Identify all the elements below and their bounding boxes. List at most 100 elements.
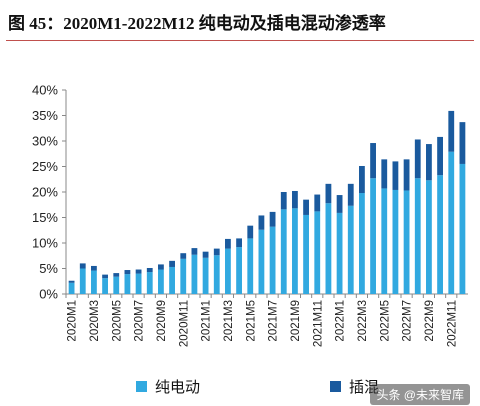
bar-segment-phev [202,251,209,258]
bar-segment-phev [191,248,198,255]
bar-segment-bev [202,257,209,294]
bar-segment-phev [180,253,187,259]
y-tick-label: 10% [32,236,58,251]
bar-segment-phev [79,263,86,269]
bar-segment-bev [280,209,287,294]
chart-title: 图 45：2020M1-2022M12 纯电动及插电混动渗透率 [8,14,386,33]
bar-segment-phev [347,183,354,206]
bar-segment-bev [336,212,343,294]
bar-segment-phev [403,159,410,191]
x-tick-label: 2020M7 [134,300,146,342]
bar-segment-bev [102,278,108,294]
bar-segment-phev [258,215,265,230]
bar-segment-phev [169,260,175,267]
bar-segment-phev [213,248,220,256]
bar-segment-bev [113,276,120,294]
bar-segment-bev [314,211,321,294]
bar-segment-phev [426,144,432,181]
y-tick-label: 20% [32,185,58,200]
bar-segment-bev [124,274,131,294]
y-tick-label: 35% [32,108,58,123]
chart-header: 图 45：2020M1-2022M12 纯电动及插电混动渗透率 [0,0,480,41]
stacked-bar-chart: 0% 5% 10% 15% 20% 25% 30% 35% 40% 2020M1 2020M3 202… [32,83,468,347]
x-tick-label: 2022M9 [424,300,436,342]
bar-segment-bev [135,273,142,294]
x-tick-label: 2021M9 [290,300,302,342]
title-divider [6,40,474,41]
bar-segment-phev [113,273,120,277]
legend-item-bev: 纯电动 [136,376,200,397]
bar-segment-phev [325,183,332,204]
bar-segment-bev [91,270,97,294]
bar-segment-bev [79,268,86,294]
x-tick-label: 2022M3 [357,300,369,342]
bar-segment-phev [303,199,309,215]
x-tick-label: 2022M11 [446,300,458,347]
bar-segment-phev [336,195,343,213]
bar-segment-bev [370,178,376,294]
bar-segment-bev [403,190,410,294]
bar-segment-bev [392,189,399,294]
legend-swatch-bev [136,381,147,392]
bar-segment-phev [68,280,75,283]
bar-segment-bev [437,175,443,294]
bar-segment-bev [303,214,309,294]
x-tick-label: 2022M7 [402,300,414,342]
bar-segment-phev [225,238,231,249]
bar-segment-bev [359,193,365,294]
bar-segment-bev [180,258,187,294]
bar-segment-phev [269,211,276,227]
bar-segment-bev [459,163,466,294]
y-tick-label: 30% [32,134,58,149]
bar-segment-phev [381,159,388,189]
bar-segment-bev [414,178,421,294]
x-tick-label: 2020M1 [67,300,79,342]
bar-segment-phev [280,192,287,210]
bar-segment-bev [269,226,276,294]
x-tick-label: 2020M5 [111,300,123,342]
bar-segment-bev [426,180,432,294]
bar-segment-phev [124,270,131,275]
legend-label-bev: 纯电动 [155,379,201,396]
x-tick-label: 2020M3 [89,300,101,342]
bar-segment-bev [191,254,198,294]
x-tick-label: 2020M11 [178,300,190,347]
bar-segment-phev [448,110,455,152]
watermark: 头条 @未来智库 [370,384,470,405]
bar-segment-bev [258,229,265,294]
bar-segment-phev [392,161,399,190]
y-tick-label: 40% [32,83,58,98]
x-tick-label: 2021M7 [268,300,280,342]
bar-segment-phev [370,143,376,179]
bar-segment-bev [247,238,254,294]
y-tick-label: 5% [39,261,58,276]
bar-segment-bev [213,255,220,294]
bar-segment-phev [158,264,164,270]
bar-segment-phev [91,265,97,271]
bar-segment-phev [247,225,254,239]
bar-segment-bev [169,266,175,294]
x-tick-label: 2020M9 [156,300,168,342]
bar-segment-bev [158,269,164,294]
y-tick-label: 15% [32,210,58,225]
bar-segment-phev [292,190,298,209]
bar-segment-bev [325,203,332,294]
y-tick-label: 25% [32,159,58,174]
bar-segment-phev [459,122,466,164]
x-tick-label: 2021M3 [223,300,235,342]
y-tick-label: 0% [39,287,58,302]
bar-segment-bev [448,151,455,294]
bar-segment-bev [381,188,388,294]
bar-segment-bev [68,282,75,294]
x-tick-label: 2022M1 [335,300,347,342]
bar-segment-phev [236,238,242,248]
legend: 纯电动 插混 [0,372,480,402]
bar-segment-phev [314,194,321,212]
x-tick-label: 2021M11 [312,300,324,347]
bar-segment-bev [236,247,242,294]
x-tick-label: 2021M5 [245,300,257,342]
bar-segment-phev [437,136,443,176]
bar-segment-bev [225,248,231,294]
x-tick-label: 2021M1 [201,300,213,342]
bar-segment-bev [347,205,354,294]
